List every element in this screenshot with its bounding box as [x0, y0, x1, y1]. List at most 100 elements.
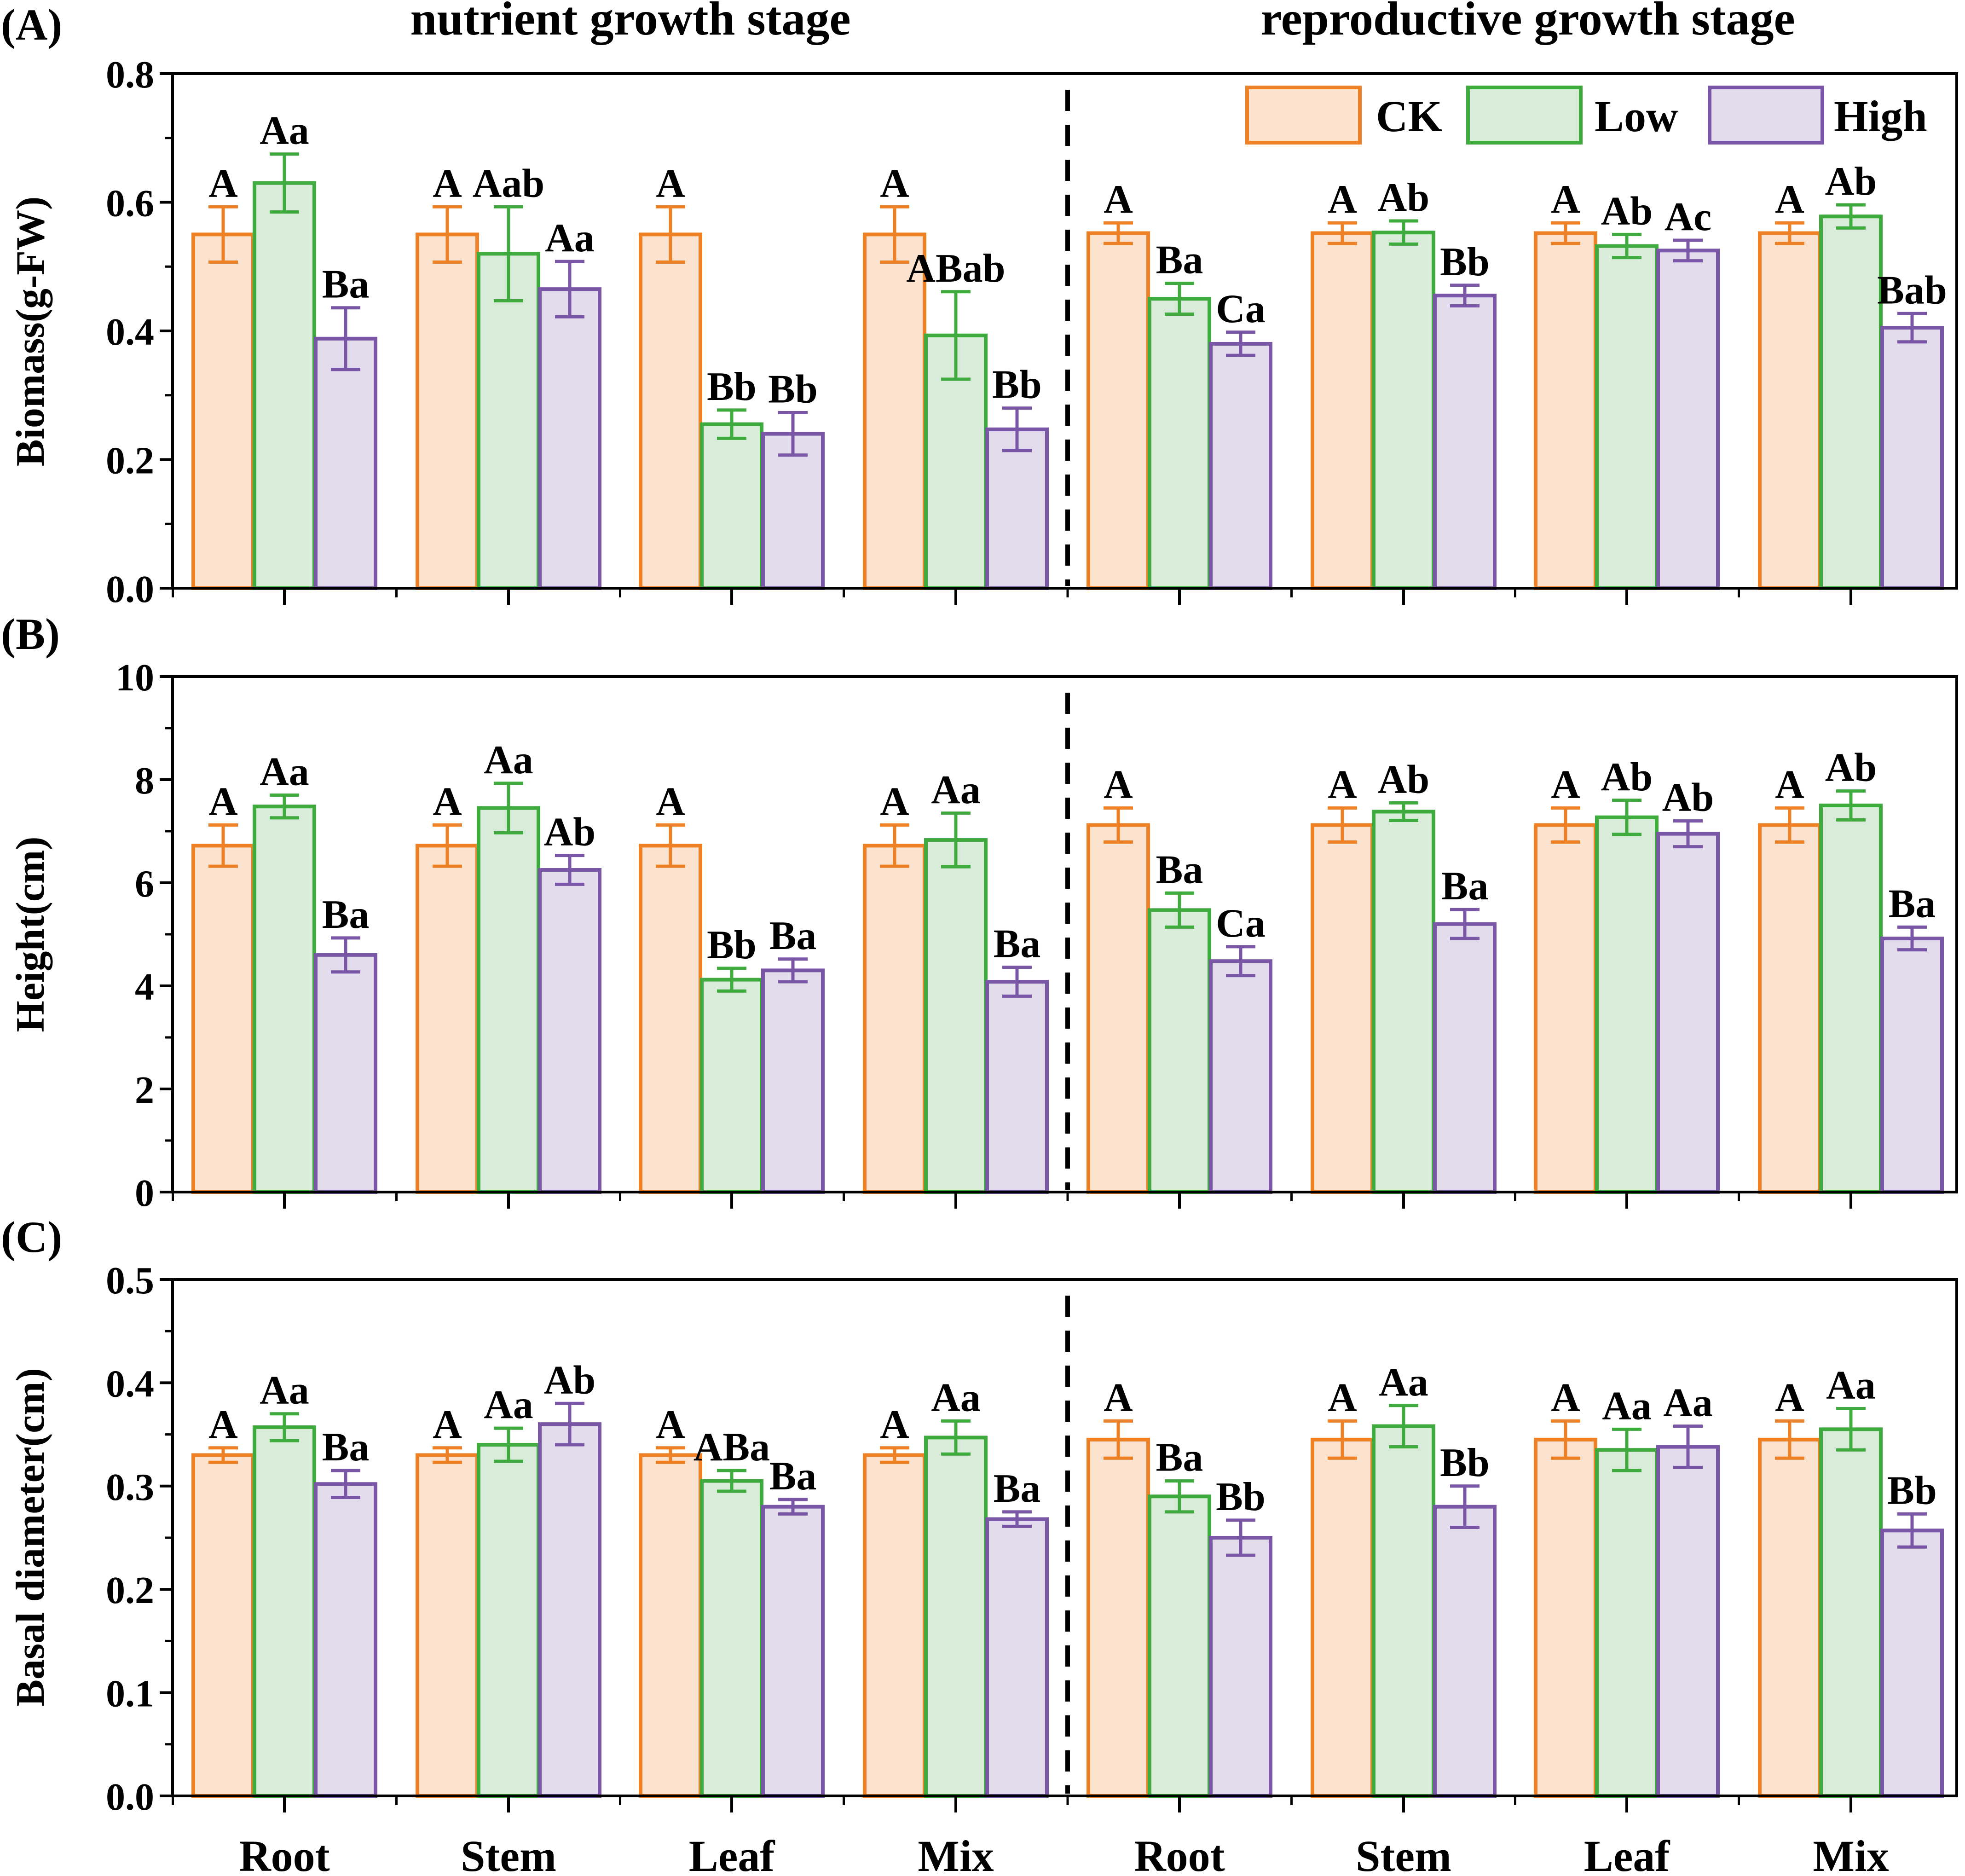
bar-low	[1372, 1424, 1435, 1798]
bar-ck	[1311, 1437, 1374, 1798]
bar-high	[538, 868, 601, 1194]
error-bar	[880, 1446, 909, 1464]
bar-high	[1880, 936, 1944, 1194]
significance-label: ABab	[906, 246, 1005, 291]
significance-label: Ac	[1664, 195, 1712, 239]
error-bar	[941, 1419, 971, 1456]
error-bar	[1226, 330, 1255, 357]
significance-label: Aa	[1663, 1381, 1713, 1425]
significance-label: Ab	[1601, 755, 1653, 799]
bar-low	[1819, 214, 1883, 590]
bar-ck	[1534, 1437, 1597, 1798]
legend-label-low: Low	[1595, 92, 1678, 141]
error-bar	[1328, 221, 1357, 245]
error-bar	[1104, 806, 1133, 844]
significance-label: A	[433, 1402, 462, 1447]
significance-label: Aa	[931, 768, 981, 812]
error-bar	[208, 205, 238, 264]
significance-label: Ba	[1156, 1436, 1203, 1480]
significance-label: A	[1328, 177, 1357, 222]
significance-label: ABa	[694, 1425, 770, 1470]
error-bar	[717, 967, 746, 993]
significance-label: A	[656, 1402, 685, 1447]
error-bar	[1673, 819, 1703, 849]
significance-label: Aa	[1826, 1363, 1876, 1408]
bar-ck	[1087, 231, 1150, 590]
error-bar	[494, 782, 523, 834]
error-bar	[1775, 221, 1804, 245]
bar-high	[985, 980, 1049, 1194]
significance-label: Ba	[994, 922, 1041, 967]
error-bar	[1897, 925, 1927, 952]
significance-label: A	[1551, 1375, 1580, 1420]
error-bar	[1551, 221, 1580, 245]
significance-label: Ab	[1825, 159, 1877, 204]
significance-label: A	[880, 161, 909, 206]
bar-low	[477, 806, 540, 1194]
bar-low	[1148, 297, 1211, 590]
significance-label: Ab	[544, 810, 596, 855]
significance-label: Bb	[768, 367, 818, 411]
x-category-label: Stem	[1356, 1831, 1451, 1876]
significance-label: A	[433, 161, 462, 206]
error-bar	[1836, 1407, 1866, 1452]
bar-low	[477, 1443, 540, 1798]
error-bar	[778, 411, 808, 457]
error-bar	[880, 205, 909, 264]
x-category-label: Root	[239, 1831, 329, 1876]
bar-ck	[1311, 823, 1374, 1194]
significance-label: Ba	[769, 914, 817, 958]
bar-ck	[863, 1453, 926, 1798]
bar-ck	[416, 844, 479, 1194]
error-bar	[778, 957, 808, 984]
error-bar	[656, 823, 685, 868]
significance-label: A	[433, 780, 462, 824]
significance-label: Ab	[1378, 757, 1430, 802]
error-bar	[270, 793, 299, 820]
error-bar	[1389, 1404, 1418, 1449]
bar-ck	[416, 232, 479, 590]
y-tick-label: 0.4	[106, 311, 154, 353]
error-bar	[270, 152, 299, 214]
y-axis-label: Height(cm)	[8, 836, 53, 1032]
error-bar	[270, 1412, 299, 1442]
bar-ck	[639, 1453, 702, 1798]
x-category-label: Root	[1134, 1831, 1225, 1876]
bar-high	[1209, 1536, 1272, 1798]
significance-label: Bb	[1216, 1475, 1266, 1519]
y-tick-label: 0.8	[106, 53, 154, 96]
significance-label: Bb	[1440, 240, 1490, 284]
y-tick-label: 0.3	[106, 1466, 154, 1509]
bar-low	[253, 181, 316, 590]
bar-ck	[191, 232, 255, 590]
bar-high	[1656, 832, 1720, 1194]
significance-label: Bb	[707, 365, 757, 409]
significance-label: Aa	[484, 1383, 533, 1427]
stage-label-nutrient: nutrient growth stage	[410, 0, 850, 45]
bar-low	[1595, 244, 1659, 590]
bar-ck	[416, 1453, 479, 1798]
bar-ck	[1758, 823, 1821, 1194]
significance-label: Aa	[484, 738, 533, 782]
bar-ck	[1534, 823, 1597, 1194]
bar-high	[538, 287, 601, 590]
significance-label: Aa	[260, 1368, 309, 1413]
significance-label: Ba	[1441, 864, 1489, 909]
significance-label: Aa	[931, 1375, 981, 1420]
error-bar	[1450, 908, 1480, 940]
bar-low	[700, 1479, 763, 1798]
error-bar	[494, 205, 523, 302]
y-tick-label: 10	[116, 656, 154, 699]
significance-label: Ba	[769, 1454, 817, 1499]
bar-ck	[1311, 231, 1374, 590]
bar-high	[1656, 249, 1720, 590]
error-bar	[1836, 203, 1866, 230]
error-bar	[208, 1446, 238, 1464]
significance-label: A	[656, 161, 685, 206]
bar-high	[1209, 959, 1272, 1194]
error-bar	[941, 811, 971, 869]
bar-high	[314, 953, 377, 1194]
panel-label: (C)	[1, 1212, 62, 1262]
